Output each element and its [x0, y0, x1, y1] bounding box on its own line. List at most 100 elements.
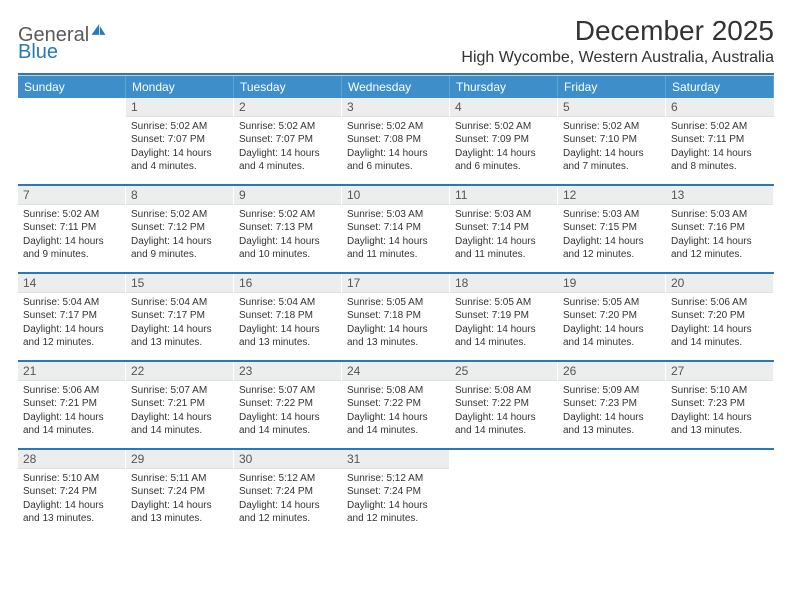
weekday-header: Friday: [558, 76, 666, 98]
day-number: 30: [234, 450, 342, 469]
day-details: Sunrise: 5:02 AMSunset: 7:12 PMDaylight:…: [126, 205, 233, 268]
day-number: 13: [666, 186, 773, 205]
calendar-grid: SundayMondayTuesdayWednesdayThursdayFrid…: [18, 75, 774, 536]
day-details: Sunrise: 5:07 AMSunset: 7:21 PMDaylight:…: [126, 381, 233, 444]
weekday-header: Wednesday: [342, 76, 450, 98]
day-number: 9: [234, 186, 341, 205]
day-number: 21: [18, 362, 125, 381]
calendar-empty-cell: [18, 98, 126, 184]
calendar-day: 22Sunrise: 5:07 AMSunset: 7:21 PMDayligh…: [126, 362, 234, 448]
calendar-day: 7Sunrise: 5:02 AMSunset: 7:11 PMDaylight…: [18, 186, 126, 272]
day-number: 31: [342, 450, 449, 469]
day-number: 29: [126, 450, 233, 469]
calendar-day: 21Sunrise: 5:06 AMSunset: 7:21 PMDayligh…: [18, 362, 126, 448]
location: High Wycombe, Western Australia, Austral…: [461, 49, 774, 67]
day-number: 4: [450, 98, 557, 117]
weekday-header: Thursday: [450, 76, 558, 98]
calendar-day: 28Sunrise: 5:10 AMSunset: 7:24 PMDayligh…: [18, 450, 126, 536]
calendar-day: 4Sunrise: 5:02 AMSunset: 7:09 PMDaylight…: [450, 98, 558, 184]
calendar-day: 29Sunrise: 5:11 AMSunset: 7:24 PMDayligh…: [126, 450, 234, 536]
calendar-day: 2Sunrise: 5:02 AMSunset: 7:07 PMDaylight…: [234, 98, 342, 184]
calendar-day: 30Sunrise: 5:12 AMSunset: 7:24 PMDayligh…: [234, 450, 342, 536]
calendar-day: 31Sunrise: 5:12 AMSunset: 7:24 PMDayligh…: [342, 450, 450, 536]
day-number: 14: [18, 274, 125, 293]
day-details: Sunrise: 5:02 AMSunset: 7:11 PMDaylight:…: [666, 117, 774, 180]
day-details: Sunrise: 5:08 AMSunset: 7:22 PMDaylight:…: [450, 381, 557, 444]
day-details: Sunrise: 5:12 AMSunset: 7:24 PMDaylight:…: [342, 469, 449, 532]
day-number: 8: [126, 186, 233, 205]
calendar-day: 24Sunrise: 5:08 AMSunset: 7:22 PMDayligh…: [342, 362, 450, 448]
day-number: 7: [18, 186, 125, 205]
day-details: Sunrise: 5:04 AMSunset: 7:17 PMDaylight:…: [126, 293, 233, 356]
calendar-day: 16Sunrise: 5:04 AMSunset: 7:18 PMDayligh…: [234, 274, 342, 360]
calendar-day: 3Sunrise: 5:02 AMSunset: 7:08 PMDaylight…: [342, 98, 450, 184]
calendar-day: 18Sunrise: 5:05 AMSunset: 7:19 PMDayligh…: [450, 274, 558, 360]
calendar-day: 26Sunrise: 5:09 AMSunset: 7:23 PMDayligh…: [558, 362, 666, 448]
title-block: December 2025 High Wycombe, Western Aust…: [461, 16, 774, 67]
day-details: Sunrise: 5:02 AMSunset: 7:13 PMDaylight:…: [234, 205, 341, 268]
calendar-day: 1Sunrise: 5:02 AMSunset: 7:07 PMDaylight…: [126, 98, 234, 184]
day-details: Sunrise: 5:03 AMSunset: 7:14 PMDaylight:…: [342, 205, 449, 268]
day-number: 20: [666, 274, 773, 293]
calendar-day: 13Sunrise: 5:03 AMSunset: 7:16 PMDayligh…: [666, 186, 774, 272]
calendar-day: 15Sunrise: 5:04 AMSunset: 7:17 PMDayligh…: [126, 274, 234, 360]
day-number: 19: [558, 274, 665, 293]
day-number: 22: [126, 362, 233, 381]
day-number: 17: [342, 274, 449, 293]
day-details: Sunrise: 5:04 AMSunset: 7:18 PMDaylight:…: [234, 293, 341, 356]
day-number: 12: [558, 186, 666, 205]
day-number: 2: [234, 98, 341, 117]
day-details: Sunrise: 5:11 AMSunset: 7:24 PMDaylight:…: [126, 469, 233, 532]
calendar-day: 25Sunrise: 5:08 AMSunset: 7:22 PMDayligh…: [450, 362, 558, 448]
day-number: 23: [234, 362, 341, 381]
calendar-day: 8Sunrise: 5:02 AMSunset: 7:12 PMDaylight…: [126, 186, 234, 272]
day-number: 26: [558, 362, 665, 381]
brand-logo: GeneralBlue: [18, 16, 110, 62]
day-details: Sunrise: 5:06 AMSunset: 7:20 PMDaylight:…: [666, 293, 773, 356]
day-number: 6: [666, 98, 774, 117]
day-number: 16: [234, 274, 341, 293]
day-details: Sunrise: 5:08 AMSunset: 7:22 PMDaylight:…: [342, 381, 450, 444]
calendar-day: 6Sunrise: 5:02 AMSunset: 7:11 PMDaylight…: [666, 98, 774, 184]
day-details: Sunrise: 5:02 AMSunset: 7:07 PMDaylight:…: [234, 117, 341, 180]
weekday-header: Sunday: [18, 76, 126, 98]
day-details: Sunrise: 5:04 AMSunset: 7:17 PMDaylight:…: [18, 293, 125, 356]
day-details: Sunrise: 5:03 AMSunset: 7:14 PMDaylight:…: [450, 205, 557, 268]
weekday-header: Tuesday: [234, 76, 342, 98]
day-number: 10: [342, 186, 449, 205]
calendar-day: 20Sunrise: 5:06 AMSunset: 7:20 PMDayligh…: [666, 274, 774, 360]
calendar-day: 10Sunrise: 5:03 AMSunset: 7:14 PMDayligh…: [342, 186, 450, 272]
day-number: 1: [126, 98, 233, 117]
calendar-day: 14Sunrise: 5:04 AMSunset: 7:17 PMDayligh…: [18, 274, 126, 360]
day-number: 11: [450, 186, 557, 205]
day-details: Sunrise: 5:03 AMSunset: 7:15 PMDaylight:…: [558, 205, 666, 268]
day-details: Sunrise: 5:05 AMSunset: 7:18 PMDaylight:…: [342, 293, 449, 356]
day-details: Sunrise: 5:02 AMSunset: 7:10 PMDaylight:…: [558, 117, 665, 180]
day-number: 25: [450, 362, 557, 381]
calendar-day: 11Sunrise: 5:03 AMSunset: 7:14 PMDayligh…: [450, 186, 558, 272]
calendar-day: 12Sunrise: 5:03 AMSunset: 7:15 PMDayligh…: [558, 186, 666, 272]
weekday-header: Monday: [126, 76, 234, 98]
day-number: 3: [342, 98, 449, 117]
day-details: Sunrise: 5:02 AMSunset: 7:07 PMDaylight:…: [126, 117, 233, 180]
calendar-day: 27Sunrise: 5:10 AMSunset: 7:23 PMDayligh…: [666, 362, 774, 448]
day-details: Sunrise: 5:10 AMSunset: 7:24 PMDaylight:…: [18, 469, 125, 532]
weekday-header: Saturday: [666, 76, 774, 98]
day-details: Sunrise: 5:06 AMSunset: 7:21 PMDaylight:…: [18, 381, 125, 444]
day-details: Sunrise: 5:02 AMSunset: 7:08 PMDaylight:…: [342, 117, 449, 180]
calendar-day: 19Sunrise: 5:05 AMSunset: 7:20 PMDayligh…: [558, 274, 666, 360]
calendar-day: 23Sunrise: 5:07 AMSunset: 7:22 PMDayligh…: [234, 362, 342, 448]
day-details: Sunrise: 5:02 AMSunset: 7:11 PMDaylight:…: [18, 205, 125, 268]
calendar-day: 17Sunrise: 5:05 AMSunset: 7:18 PMDayligh…: [342, 274, 450, 360]
calendar-day: 5Sunrise: 5:02 AMSunset: 7:10 PMDaylight…: [558, 98, 666, 184]
day-details: Sunrise: 5:12 AMSunset: 7:24 PMDaylight:…: [234, 469, 342, 532]
day-number: 15: [126, 274, 233, 293]
header: GeneralBlue December 2025 High Wycombe, …: [18, 16, 774, 67]
day-details: Sunrise: 5:03 AMSunset: 7:16 PMDaylight:…: [666, 205, 773, 268]
month-title: December 2025: [461, 16, 774, 47]
day-number: 5: [558, 98, 665, 117]
calendar-page: GeneralBlue December 2025 High Wycombe, …: [0, 0, 792, 536]
day-details: Sunrise: 5:05 AMSunset: 7:20 PMDaylight:…: [558, 293, 665, 356]
day-number: 28: [18, 450, 125, 469]
day-number: 18: [450, 274, 558, 293]
